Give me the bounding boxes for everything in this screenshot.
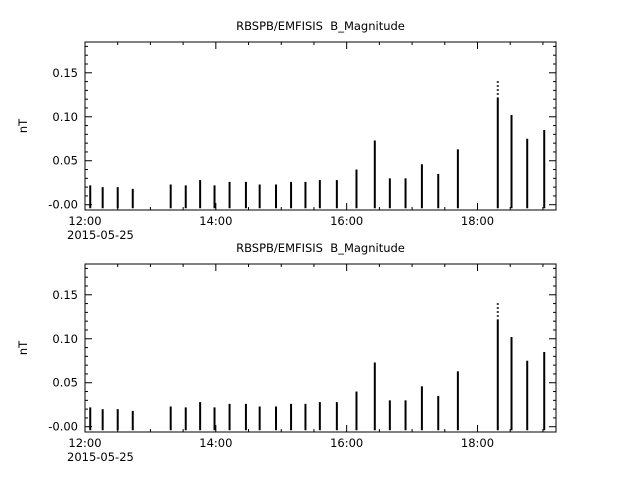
y-tick-label: 0.05 [52,154,78,168]
x-tick-label: 14:00 [199,436,232,450]
date-label: 2015-05-25 [67,450,134,464]
x-tick-label: 12:00 [68,214,101,228]
y-tick-label: 0.10 [52,110,78,124]
y-tick-label: -0.00 [48,198,78,212]
x-tick-label: 18:00 [461,214,494,228]
y-tick-label: 0.10 [52,332,78,346]
y-tick-label: 0.15 [52,66,78,80]
y-tick-label: -0.00 [48,420,78,434]
chart-title: RBSPB/EMFISIS B_Magnitude [236,19,405,33]
y-axis-label: nT [16,118,30,133]
date-label: 2015-05-25 [67,228,134,242]
y-axis-label: nT [16,340,30,355]
x-tick-label: 12:00 [68,436,101,450]
x-tick-label: 16:00 [330,436,363,450]
x-tick-label: 14:00 [199,214,232,228]
x-tick-label: 16:00 [330,214,363,228]
y-tick-label: 0.05 [52,376,78,390]
chart-title: RBSPB/EMFISIS B_Magnitude [236,241,405,255]
x-tick-label: 18:00 [461,436,494,450]
y-tick-label: 0.15 [52,288,78,302]
